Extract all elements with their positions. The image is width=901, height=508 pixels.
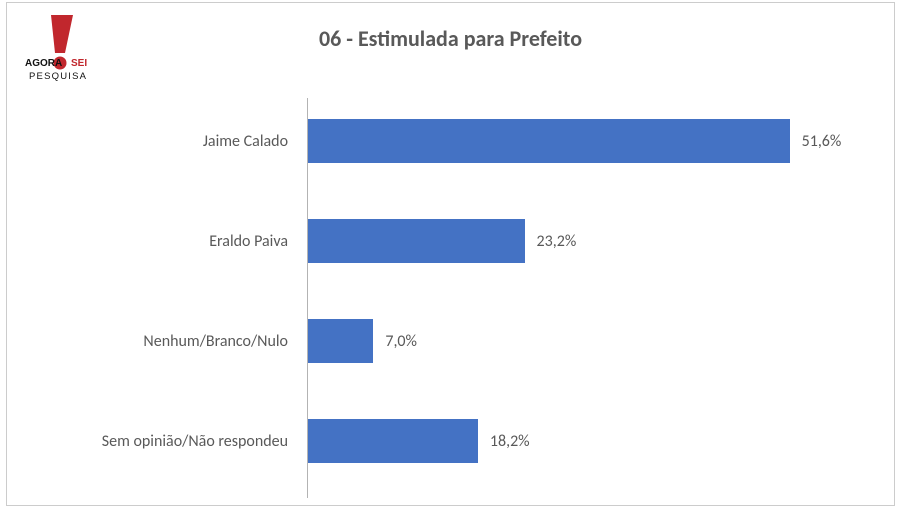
category-label: Sem opinião/Não respondeu [8, 416, 298, 466]
chart-card: AGORA SEI PESQUISA 06 - Estimulada para … [6, 2, 895, 506]
category-label: Eraldo Paiva [8, 216, 298, 266]
chart-title: 06 - Estimulada para Prefeito [7, 25, 894, 52]
bar-row: Eraldo Paiva 23,2% [8, 216, 868, 266]
svg-text:AGORA: AGORA [25, 58, 62, 69]
value-label: 23,2% [537, 216, 577, 266]
value-label: 7,0% [385, 316, 417, 366]
bar-row: Sem opinião/Não respondeu 18,2% [8, 416, 868, 466]
value-label: 51,6% [802, 116, 842, 166]
bar [308, 219, 525, 263]
bar [308, 319, 373, 363]
category-label: Nenhum/Branco/Nulo [8, 316, 298, 366]
svg-text:SEI: SEI [71, 58, 87, 69]
value-label: 18,2% [490, 416, 530, 466]
bar-row: Jaime Calado 51,6% [8, 116, 868, 166]
bar [308, 119, 790, 163]
category-label: Jaime Calado [8, 116, 298, 166]
bar [308, 419, 478, 463]
bar-row: Nenhum/Branco/Nulo 7,0% [8, 316, 868, 366]
svg-text:PESQUISA: PESQUISA [29, 71, 87, 82]
plot-area: Jaime Calado51,6%Eraldo Paiva23,2%Nenhum… [307, 98, 867, 498]
